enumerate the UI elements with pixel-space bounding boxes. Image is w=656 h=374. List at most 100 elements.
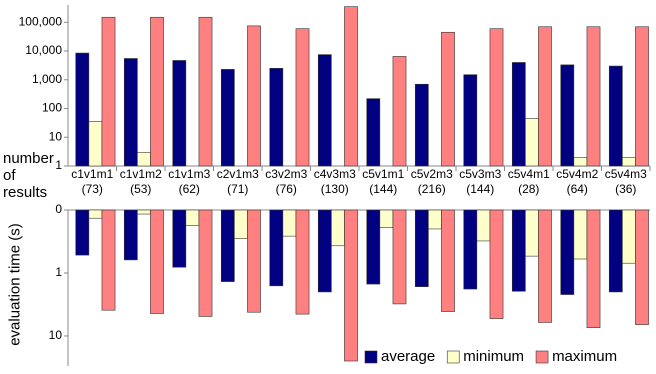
- x-tick-label: c1v1m1: [71, 167, 113, 181]
- bar: [172, 60, 187, 167]
- bar: [282, 209, 297, 237]
- y-tick-label: 100,000: [19, 14, 63, 28]
- bar: [295, 28, 310, 167]
- bar: [137, 151, 151, 167]
- x-tick-label: c1v1m3: [168, 167, 210, 181]
- bar: [392, 209, 407, 305]
- x-tick-sublabel: (216): [418, 182, 446, 196]
- bar: [414, 83, 429, 167]
- bar: [586, 209, 601, 329]
- bar: [414, 209, 429, 287]
- bar: [463, 209, 478, 290]
- x-tick-label: c5v4m2: [556, 167, 598, 181]
- bar: [392, 56, 407, 167]
- bar: [428, 209, 442, 230]
- bar: [101, 16, 116, 167]
- bar: [608, 65, 623, 167]
- x-tick-sublabel: (144): [466, 182, 494, 196]
- x-tick-label: c5v1m1: [362, 167, 404, 181]
- bar: [220, 69, 235, 167]
- legend-label: minimum: [463, 348, 524, 365]
- y-tick-label: 100: [42, 101, 62, 115]
- bar: [622, 157, 636, 167]
- bar: [198, 209, 213, 317]
- bar: [344, 6, 358, 167]
- bar: [635, 26, 649, 167]
- bar: [101, 209, 116, 311]
- bar: [586, 26, 601, 167]
- legend-swatch: [446, 350, 460, 364]
- bar: [247, 25, 261, 167]
- bar: [573, 209, 588, 260]
- y-tick-label: 10: [49, 129, 63, 143]
- bar: [635, 209, 649, 325]
- y-axis-label: evaluation time (s): [6, 223, 24, 346]
- bar: [295, 209, 310, 315]
- x-tick-label: c5v4m3: [605, 167, 647, 181]
- bar: [441, 31, 455, 167]
- x-tick-sublabel: (76): [276, 182, 297, 196]
- bar: [150, 209, 164, 314]
- bar: [198, 16, 213, 167]
- y-tick-label: 10: [49, 328, 63, 342]
- bar: [75, 52, 90, 167]
- legend-swatch: [364, 350, 378, 364]
- x-tick-sublabel: (71): [227, 182, 248, 196]
- bar: [441, 209, 455, 312]
- x-tick-sublabel: (73): [82, 182, 103, 196]
- bar: [511, 62, 526, 167]
- bar: [88, 209, 103, 219]
- bar: [220, 209, 235, 282]
- x-tick-label: c5v3m3: [459, 167, 501, 181]
- x-tick-label: c5v4m1: [508, 167, 550, 181]
- y-tick-label: 0: [55, 202, 62, 216]
- bar: [608, 209, 623, 293]
- bar: [463, 74, 478, 167]
- bar: [269, 209, 284, 287]
- x-tick-sublabel: (53): [130, 182, 151, 196]
- bar: [344, 209, 358, 362]
- bar: [622, 209, 636, 264]
- bar: [269, 68, 284, 167]
- bar: [317, 54, 332, 167]
- bar: [331, 209, 345, 247]
- y-tick-label: 1,000: [32, 72, 62, 86]
- x-tick-sublabel: (64): [567, 182, 588, 196]
- x-tick-sublabel: (62): [179, 182, 200, 196]
- x-tick-sublabel: (130): [321, 182, 349, 196]
- bar: [560, 209, 575, 295]
- y-tick-label: 1: [55, 158, 62, 172]
- bar: [185, 209, 200, 226]
- x-tick-sublabel: (28): [518, 182, 539, 196]
- bar: [366, 98, 381, 167]
- bar: [573, 157, 588, 167]
- bar: [525, 118, 539, 167]
- x-tick-sublabel: (36): [615, 182, 636, 196]
- bar: [123, 209, 138, 261]
- y-axis-label: number of results: [3, 150, 54, 201]
- bar: [476, 209, 491, 242]
- bar: [489, 209, 504, 319]
- legend-label: maximum: [552, 348, 617, 365]
- bar: [137, 209, 151, 215]
- bar: [511, 209, 526, 292]
- x-tick-label: c2v1m3: [217, 167, 259, 181]
- bar: [538, 209, 552, 323]
- bar: [150, 16, 164, 167]
- bar: [75, 209, 90, 256]
- bar: [123, 58, 138, 167]
- bar: [379, 209, 394, 228]
- bar: [172, 209, 187, 268]
- bar: [234, 209, 248, 239]
- bar: [525, 209, 539, 257]
- bar: [538, 26, 552, 167]
- legend-swatch: [535, 350, 549, 364]
- bar: [366, 209, 381, 285]
- x-tick-sublabel: (144): [369, 182, 397, 196]
- y-tick-label: 1: [55, 265, 62, 279]
- x-tick-label: c5v2m3: [411, 167, 453, 181]
- bar: [247, 209, 261, 313]
- bar: [560, 64, 575, 167]
- legend-label: average: [381, 348, 435, 365]
